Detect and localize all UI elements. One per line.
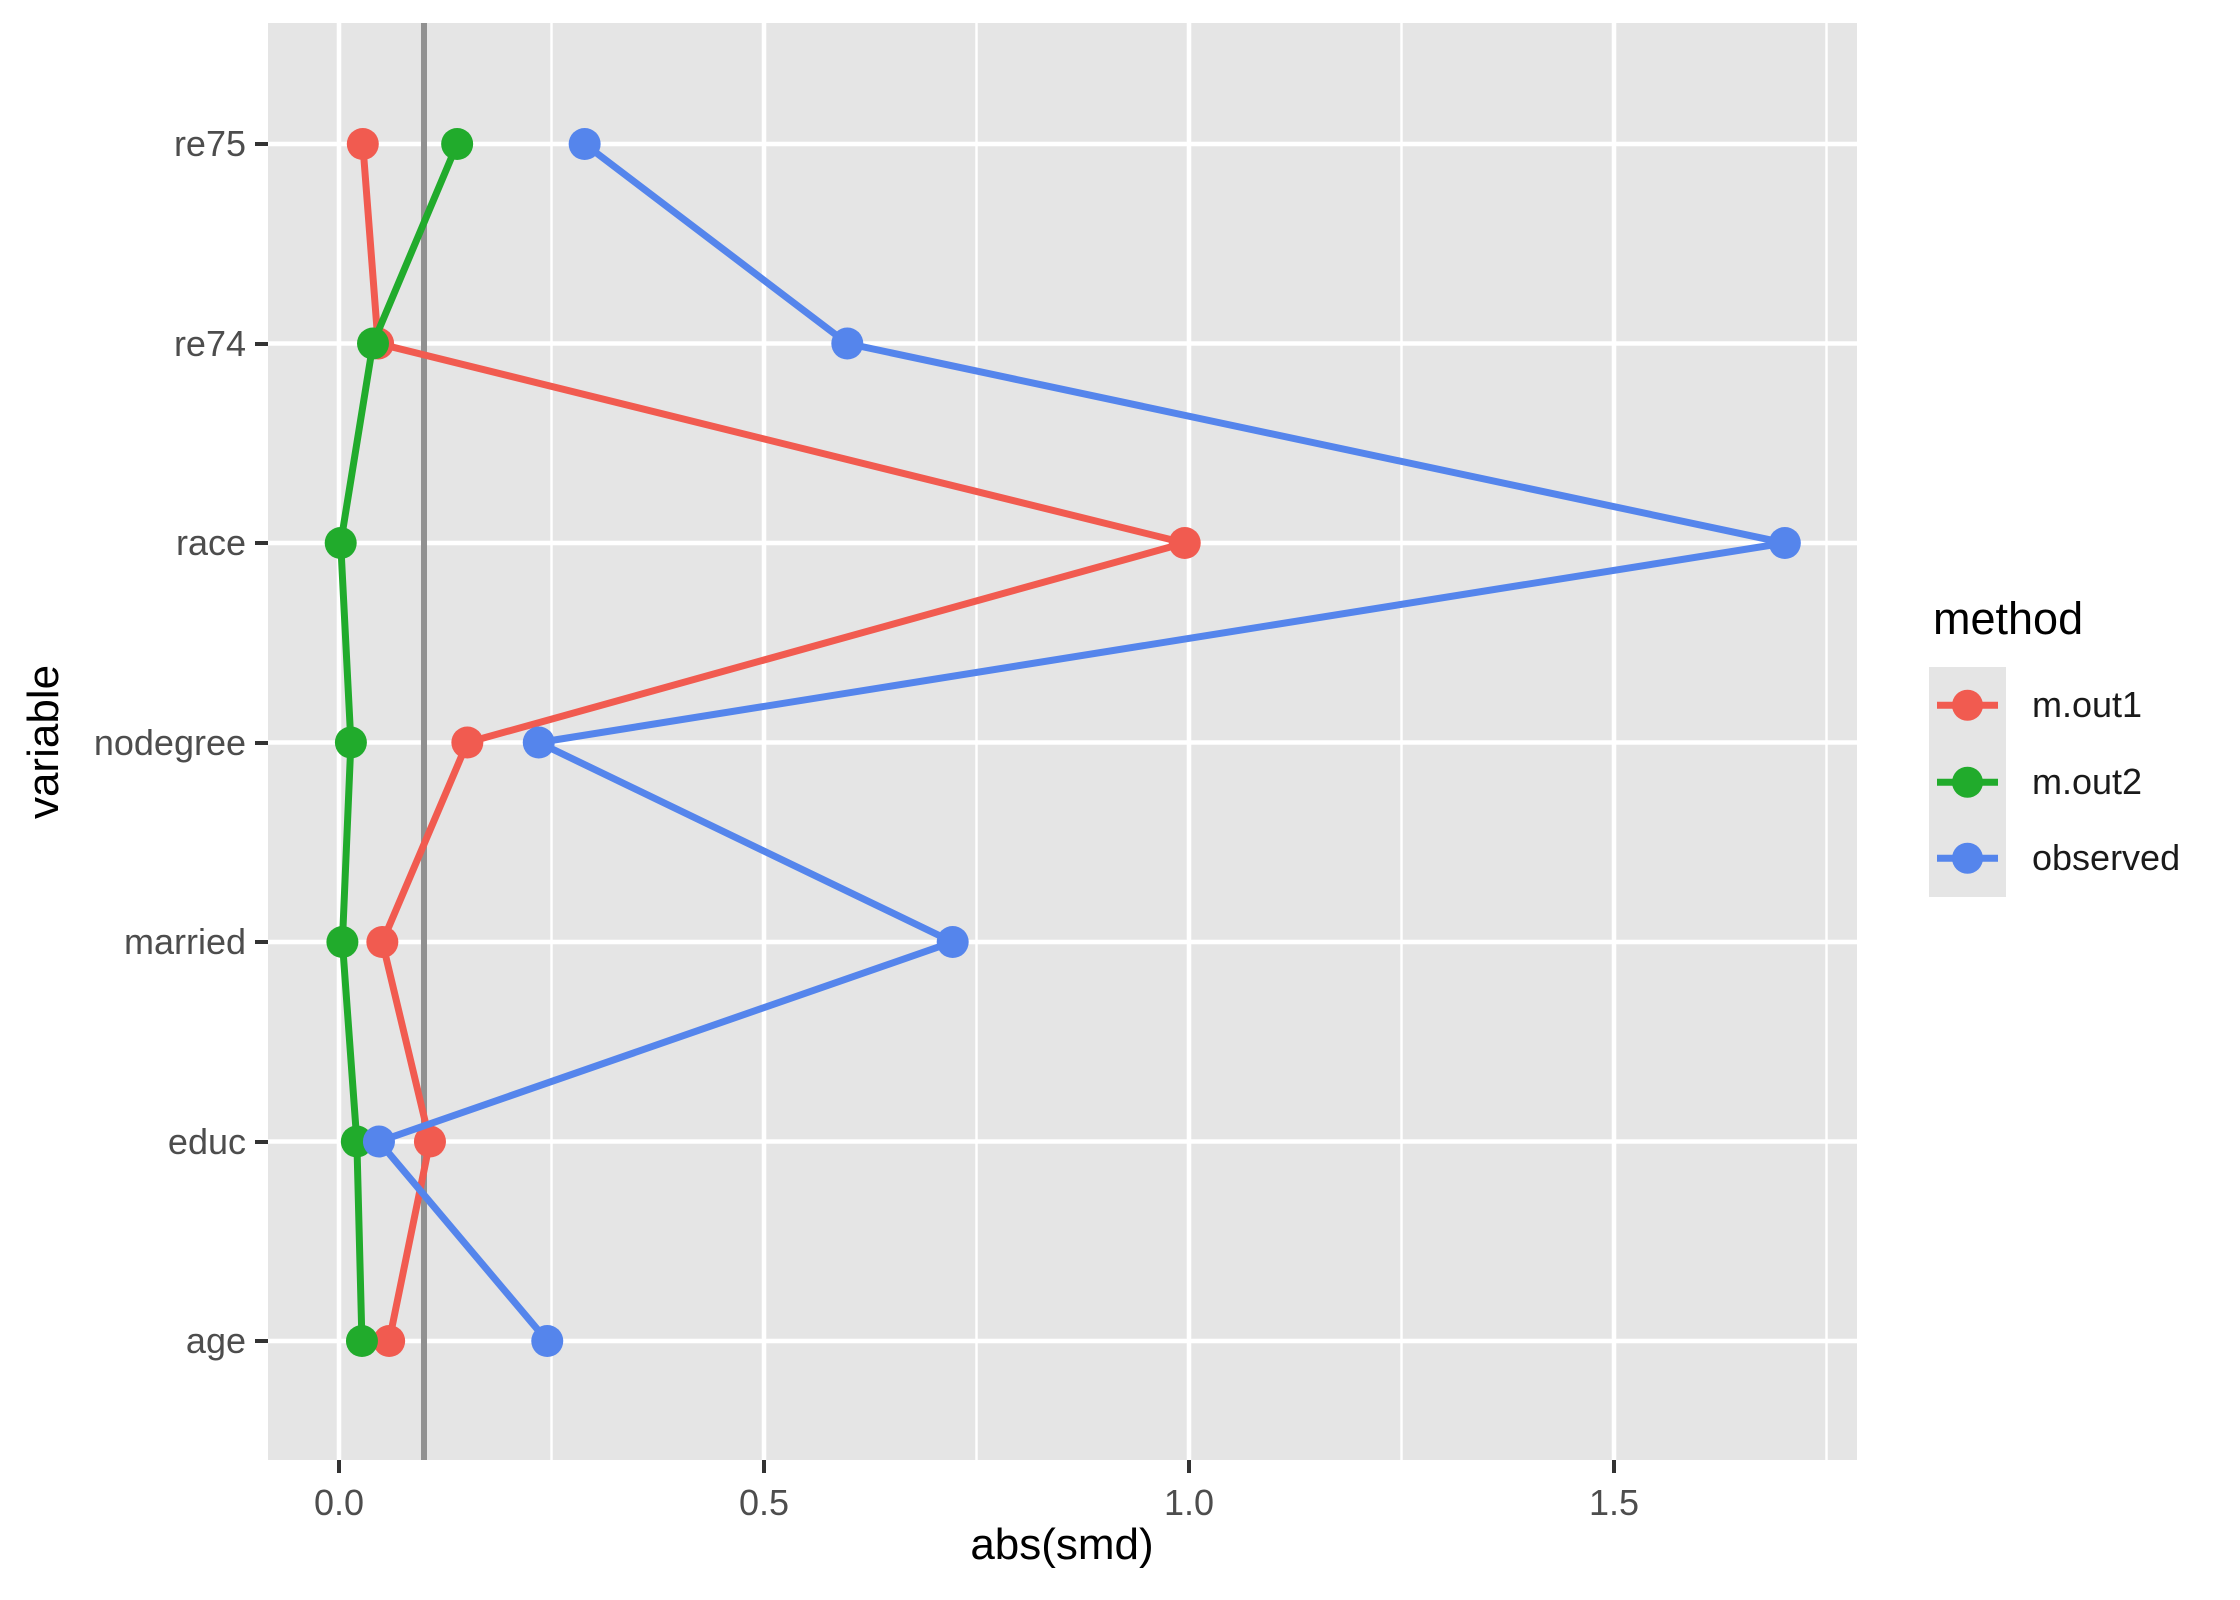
legend-key-point <box>1952 689 1983 721</box>
legend-key-glyph <box>1937 766 1998 798</box>
legend-key-m-out1 <box>1929 667 2006 744</box>
x-tick-label: 1.5 <box>1588 1482 1640 1523</box>
y-tick <box>255 940 268 944</box>
y-tick <box>255 1139 268 1144</box>
y-tick <box>255 541 268 545</box>
legend-title: method <box>1933 593 2084 644</box>
point-m-out2-re75 <box>441 128 474 160</box>
x-axis-title: abs(smd) <box>970 1520 1154 1569</box>
legend-entry-m-out2: m.out2 <box>1929 743 2180 820</box>
y-tick-label-re74: re74 <box>173 322 246 364</box>
plot-area-svg <box>268 23 1857 1460</box>
legend-key-m-out2 <box>1929 743 2006 820</box>
legend-key-point <box>1952 842 1983 874</box>
y-tick-label-married: married <box>123 921 246 962</box>
point-observed-educ <box>362 1125 395 1158</box>
legend-entry-observed: observed <box>1929 820 2180 897</box>
y-tick <box>255 142 268 146</box>
y-tick-label-re75: re75 <box>173 123 246 164</box>
point-m-out2-re74 <box>357 327 389 360</box>
x-tick-label: 1.0 <box>1163 1482 1215 1523</box>
point-m-out1-married <box>366 926 399 958</box>
point-m-out2-race <box>324 527 357 559</box>
plot-panel <box>268 23 1857 1460</box>
point-m-out1-nodegree <box>451 726 484 759</box>
legend-key-observed <box>1929 820 2006 897</box>
x-tick-label: 0.5 <box>738 1482 790 1523</box>
point-observed-re75 <box>568 128 601 160</box>
y-tick <box>255 341 268 346</box>
point-observed-married <box>936 926 969 958</box>
y-tick <box>255 1339 268 1343</box>
legend-key-glyph <box>1937 842 1998 874</box>
x-tick-label: 0.0 <box>313 1482 365 1523</box>
legend-entry-m-out1: m.out1 <box>1929 667 2180 744</box>
y-tick-label-nodegree: nodegree <box>93 721 246 763</box>
y-tick-label-race: race <box>175 522 246 563</box>
y-tick-label-age: age <box>185 1320 246 1361</box>
legend-label-m-out2: m.out2 <box>2032 760 2143 802</box>
point-m-out2-nodegree <box>334 726 367 759</box>
point-m-out1-re75 <box>346 128 379 160</box>
legend-entries: m.out1 m.out2 observed <box>1929 667 2180 897</box>
point-m-out1-race <box>1168 527 1201 559</box>
y-tick-label-educ: educ <box>167 1120 246 1162</box>
legend-label-m-out1: m.out1 <box>2032 684 2143 726</box>
point-observed-race <box>1768 527 1801 559</box>
point-observed-re74 <box>831 327 864 360</box>
x-tick <box>1612 1460 1616 1473</box>
point-observed-age <box>531 1325 564 1357</box>
legend: method m.out1 m.out2 observed <box>1929 593 2180 897</box>
y-tick <box>255 740 268 745</box>
legend-label-observed: observed <box>2032 837 2181 879</box>
point-m-out2-married <box>326 926 359 958</box>
x-tick <box>1187 1460 1191 1473</box>
x-tick <box>762 1460 766 1473</box>
point-m-out2-age <box>345 1325 378 1357</box>
legend-key-glyph <box>1937 689 1998 721</box>
legend-key-point <box>1952 766 1983 798</box>
point-m-out2-educ <box>340 1125 373 1158</box>
point-observed-nodegree <box>522 726 555 759</box>
point-m-out1-age <box>373 1325 406 1357</box>
x-tick <box>337 1460 341 1473</box>
point-m-out1-educ <box>413 1125 446 1158</box>
